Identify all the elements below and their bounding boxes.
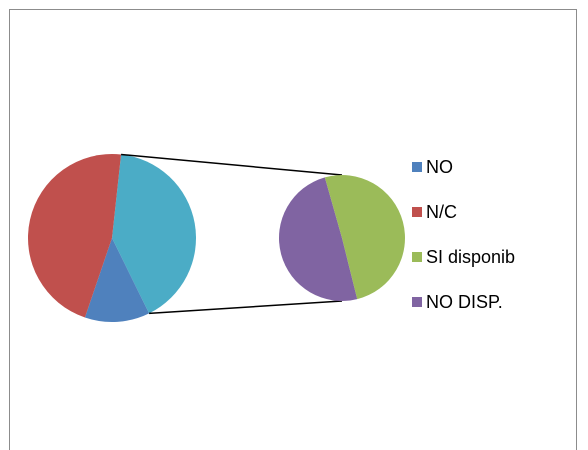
legend: NO N/C SI disponib NO DISP.	[412, 157, 515, 337]
pie-slice-other	[112, 154, 197, 314]
legend-item-si-disponib: SI disponib	[412, 247, 515, 267]
legend-label-no-disp: NO DISP.	[426, 291, 503, 312]
legend-swatch-si-disponib	[412, 252, 422, 262]
legend-item-no: NO	[412, 157, 515, 177]
pie-slice-no	[84, 238, 150, 323]
legend-label-si-disponib: SI disponib	[426, 246, 516, 267]
pie-slice-n-c	[27, 153, 122, 318]
legend-item-nc: N/C	[412, 202, 515, 222]
legend-label-nc: N/C	[426, 201, 457, 222]
connector-line-top	[121, 153, 343, 176]
legend-label-no: NO	[426, 156, 453, 177]
legend-item-no-disp: NO DISP.	[412, 292, 515, 312]
main-pie	[27, 153, 197, 323]
connector-lines	[121, 153, 343, 315]
pie-slice-si-disponib	[324, 175, 405, 300]
connector-line-bottom	[149, 300, 343, 315]
legend-swatch-no-disp	[412, 297, 422, 307]
legend-swatch-nc	[412, 207, 422, 217]
legend-swatch-no	[412, 162, 422, 172]
secondary-pie	[278, 175, 405, 302]
pie-slice-no-disp	[278, 177, 358, 302]
